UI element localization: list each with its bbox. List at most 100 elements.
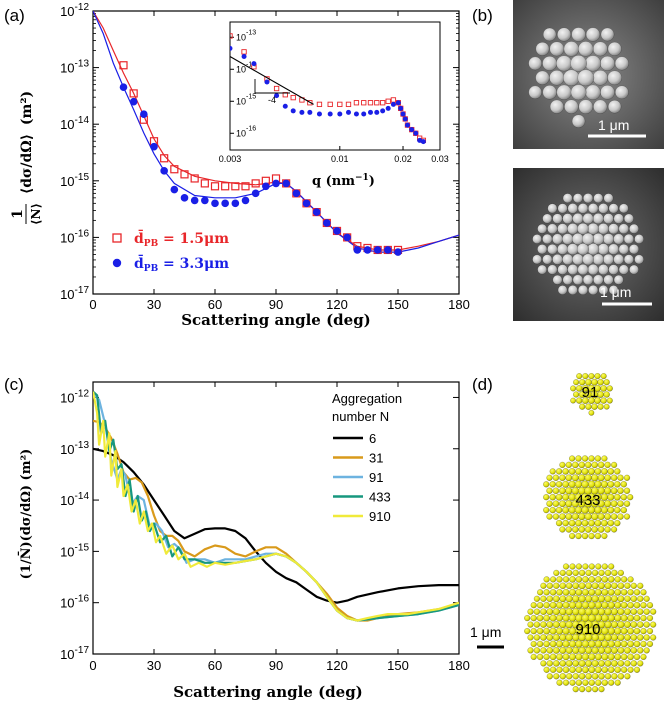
cluster-bead	[584, 595, 593, 603]
cluster-bead	[636, 621, 644, 628]
sem-bead	[585, 27, 601, 42]
cluster-bead	[610, 608, 619, 616]
inset-y-tick-label: 10-15	[236, 93, 256, 106]
cluster-bead	[640, 640, 647, 648]
data-point-square	[231, 182, 240, 191]
cluster-bead	[562, 493, 570, 501]
cluster-bead	[623, 474, 631, 481]
cluster-bead	[598, 686, 605, 693]
cluster-bead	[527, 608, 534, 615]
cluster-bead	[604, 620, 612, 629]
cluster-bead	[601, 679, 609, 686]
cluster-bead	[597, 526, 605, 533]
panel-a-x-ticks: 0 30 60 90 120 150 180	[89, 11, 470, 312]
inset-point-circle	[385, 105, 391, 111]
cluster-bead	[623, 621, 631, 629]
sem-bead	[597, 264, 609, 276]
sem-bead	[629, 223, 639, 234]
cluster-bead	[588, 653, 596, 661]
sem-bead	[598, 285, 609, 295]
sem-bead	[549, 41, 565, 57]
sem-top-cluster	[528, 27, 629, 128]
cluster-bead	[627, 494, 634, 501]
data-point-circle	[170, 185, 179, 194]
cluster-bead	[562, 627, 570, 635]
cluster-bead	[555, 519, 563, 527]
sem-bead	[608, 223, 620, 235]
cluster-bead	[610, 526, 618, 533]
cluster-bead	[627, 576, 634, 583]
cluster-bead	[568, 640, 577, 648]
sem-bead	[562, 233, 574, 245]
cluster-bead	[581, 480, 589, 489]
inset-slope-label: -4	[268, 95, 276, 105]
cluster-bead	[601, 455, 608, 462]
cluster-bead	[598, 659, 605, 667]
cluster-bead	[571, 513, 579, 521]
x-tick-label: 30	[147, 297, 161, 312]
sem-bead	[577, 222, 589, 235]
cluster-bead	[576, 373, 583, 380]
cluster-bead	[559, 569, 566, 577]
cluster-bead	[604, 513, 612, 521]
cluster-bead	[569, 576, 576, 583]
x-tick-label: 0	[89, 658, 96, 673]
panel-b: 1 μm 1 μm	[513, 0, 664, 321]
x-tick-label: 60	[208, 297, 222, 312]
sem-bead	[623, 213, 634, 224]
cluster-bead	[614, 519, 621, 527]
cluster-bead	[543, 576, 550, 583]
legend-label-N31: 31	[369, 451, 383, 466]
cluster-bead	[543, 666, 550, 673]
cluster-bead	[559, 513, 566, 520]
cluster-bead	[620, 506, 628, 514]
panel-a-legend: d̄PB = 1.5μm d̄PB = 3.3μm	[112, 228, 229, 274]
cluster-bead	[627, 614, 635, 622]
data-point-circle	[231, 199, 240, 208]
panel-c-xlabel: Scattering angle (deg)	[173, 683, 363, 701]
cluster-bead	[543, 627, 551, 635]
cluster-bead	[578, 672, 586, 680]
cluster-bead	[568, 601, 577, 609]
cluster-bead	[559, 646, 567, 654]
data-point-circle	[373, 246, 382, 254]
cluster-bead	[601, 588, 609, 596]
cluster-bead	[623, 500, 631, 507]
cluster-bead	[614, 601, 622, 609]
sem-bead	[557, 27, 572, 42]
cluster-bead	[588, 679, 596, 686]
y-tick-label: 10-16	[60, 228, 89, 245]
sem-bead	[542, 55, 558, 71]
sem-bead	[603, 274, 614, 285]
cluster-bead	[643, 647, 650, 654]
cluster-bead	[601, 653, 609, 661]
sem-bead	[613, 254, 625, 265]
sem-bead	[593, 274, 604, 286]
sem-bead	[542, 254, 553, 265]
cluster-bead	[556, 653, 563, 661]
sem-bead	[578, 41, 594, 57]
cluster-bead	[594, 576, 602, 583]
series-line-N910	[93, 391, 459, 622]
cluster-bead	[613, 493, 621, 501]
inset-point-circle	[290, 108, 296, 114]
cluster-bead	[585, 582, 593, 590]
sem-bead	[528, 56, 543, 71]
sem-bead	[588, 284, 599, 296]
cluster-bead	[578, 595, 586, 603]
data-point-square	[160, 154, 169, 163]
cluster-bead	[587, 384, 596, 393]
cluster-bead	[591, 595, 599, 603]
sem-bead	[592, 213, 604, 225]
cluster-bead	[603, 403, 610, 410]
sem-bead	[592, 41, 608, 57]
cluster-bead	[571, 607, 580, 616]
sem-bead	[597, 243, 610, 256]
cluster-bead	[617, 660, 625, 667]
cluster-bead	[613, 506, 621, 514]
cluster-bead	[637, 660, 644, 667]
cluster-bead	[553, 673, 560, 680]
cluster-bead	[594, 666, 602, 674]
cluster-bead	[569, 563, 576, 570]
